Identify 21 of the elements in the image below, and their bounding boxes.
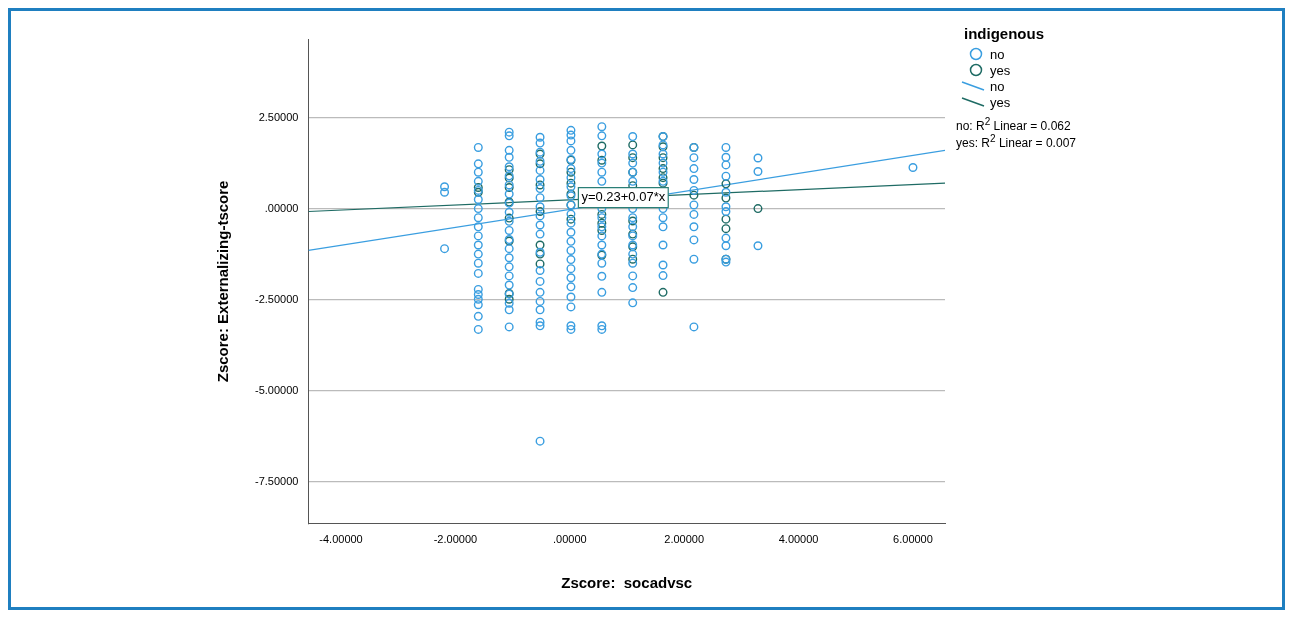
text: yes: R$^{2}$ Linear = 0.007 — [956, 133, 1076, 150]
legend-label: yes — [990, 62, 1011, 78]
legend-label: no — [990, 78, 1005, 94]
legend-label: yes — [990, 94, 1011, 110]
y-tick-label: .00000 — [264, 201, 299, 214]
x-axis-title: Zscore: socadvsc — [561, 574, 693, 592]
y-tick-label: -2.50000 — [254, 292, 299, 305]
annotation: y=0.23+0.07*x — [581, 189, 666, 205]
x-tick-label: 6.00000 — [893, 533, 933, 546]
x-tick-label: 4.00000 — [778, 533, 819, 546]
text: no: R$^{2}$ Linear = 0.062 — [956, 116, 1072, 133]
x-tick-label: 2.00000 — [664, 533, 705, 546]
y-tick-label: -7.50000 — [254, 474, 299, 487]
y-tick-label: -5.00000 — [254, 383, 299, 396]
x-tick-label: -2.00000 — [433, 533, 478, 546]
y-axis-title: Zscore: Externalizing-tscore — [214, 180, 232, 383]
x-tick-label: .00000 — [552, 533, 587, 546]
legend-title: indigenous — [964, 25, 1045, 42]
legend-label: no — [990, 46, 1005, 62]
x-tick-label: -4.00000 — [319, 533, 363, 546]
y-tick-label: 2.50000 — [258, 110, 299, 123]
